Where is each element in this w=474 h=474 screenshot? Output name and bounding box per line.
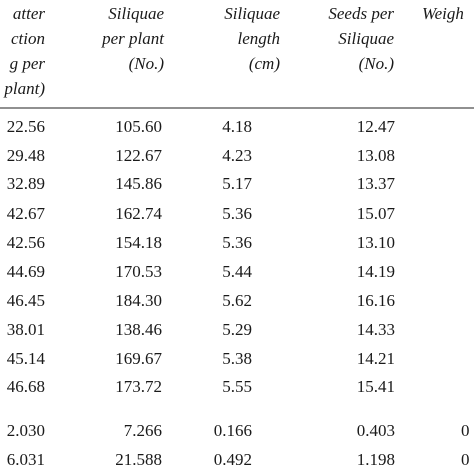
table-cell: 15.07 [357, 204, 396, 223]
table-cell: 154.18 [115, 233, 162, 252]
table-cell: 5.55 [222, 377, 252, 396]
table-cell: 13.37 [357, 174, 396, 193]
table-cell: 138.46 [115, 320, 162, 339]
table-cell: 105.60 [115, 117, 162, 136]
table-cell: 170.53 [115, 262, 162, 281]
table-cell: 2.030 [7, 421, 45, 440]
table-cell: 122.67 [115, 146, 162, 165]
header-cell: (No.) [129, 54, 165, 73]
table-cell: 14.33 [357, 320, 395, 339]
header-cell: Seeds per [328, 4, 394, 23]
header-cell: g per [10, 54, 46, 73]
table-cell: 1.198 [357, 450, 395, 469]
table-cell: 173.72 [115, 377, 162, 396]
table-cell: 44.69 [7, 262, 45, 281]
table-cell: 5.29 [222, 320, 252, 339]
table-cell: 169.67 [115, 349, 162, 368]
table-cell: 42.56 [7, 233, 45, 252]
table-cell: 46.68 [7, 377, 45, 396]
table-cell: 6.031 [7, 450, 45, 469]
table-cell: 0 [461, 421, 470, 440]
table-cell: 14.21 [357, 349, 395, 368]
header-cell: Siliquae [108, 4, 164, 23]
table-cell: 5.17 [222, 174, 252, 193]
table-cell: 0.403 [357, 421, 395, 440]
table-cell: 7.266 [124, 421, 162, 440]
table-cell: 21.588 [115, 450, 162, 469]
table-cell: 22.56 [7, 117, 45, 136]
table-cell: 46.45 [7, 291, 45, 310]
header-cell: Siliquae [224, 4, 280, 23]
table-cell: 15.41 [357, 377, 395, 396]
header-cell: (cm) [249, 54, 280, 73]
header-cell: plant) [3, 79, 45, 98]
table-cell: 45.14 [7, 349, 46, 368]
table-cell: 162.74 [115, 204, 162, 223]
table-cell: 5.44 [222, 262, 252, 281]
table-cell: 42.67 [7, 204, 46, 223]
table-cell: 0.492 [214, 450, 252, 469]
table-cell: 13.08 [357, 146, 395, 165]
header-cell: atter [13, 4, 45, 23]
header-cell: (No.) [359, 54, 395, 73]
header-cell: Siliquae [338, 29, 394, 48]
header-cell: Weigh [422, 4, 464, 23]
table-cell: 32.89 [7, 174, 45, 193]
table-cell: 5.36 [222, 204, 252, 223]
table-cell: 0 [461, 450, 470, 469]
table-cell: 5.36 [222, 233, 252, 252]
table-cell: 145.86 [115, 174, 162, 193]
table-cell: 0.166 [214, 421, 252, 440]
table-cell: 12.47 [357, 117, 396, 136]
header-cell: per plant [101, 29, 165, 48]
table-cell: 5.62 [222, 291, 252, 310]
table-cell: 16.16 [357, 291, 395, 310]
header-cell: length [238, 29, 281, 48]
table-cell: 38.01 [7, 320, 45, 339]
table-cell: 4.23 [222, 146, 252, 165]
table-cell: 5.38 [222, 349, 252, 368]
table-cell: 4.18 [222, 117, 252, 136]
table-cell: 184.30 [115, 291, 162, 310]
table-cell: 29.48 [7, 146, 45, 165]
table-cell: 13.10 [357, 233, 395, 252]
table-cell: 14.19 [357, 262, 395, 281]
header-cell: ction [11, 29, 45, 48]
